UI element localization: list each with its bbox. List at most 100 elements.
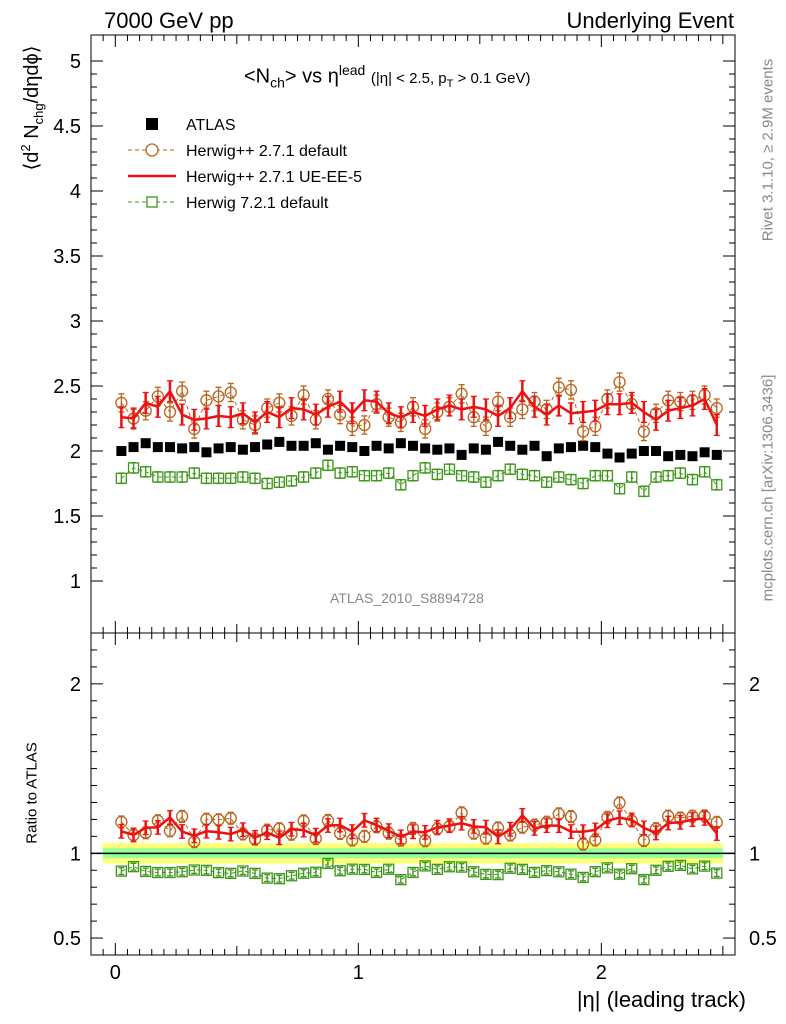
data-point xyxy=(613,375,626,389)
xtick-label: 2 xyxy=(596,962,607,984)
data-point xyxy=(395,438,406,449)
data-point xyxy=(528,470,541,482)
title-sup: lead xyxy=(338,62,366,78)
data-point xyxy=(237,865,249,877)
ratio-series-2 xyxy=(118,807,720,846)
data-point xyxy=(613,796,626,810)
ratio-frame xyxy=(90,632,736,956)
data-point xyxy=(273,873,285,885)
legend-marker xyxy=(146,118,158,130)
data-point xyxy=(358,418,371,432)
data-point xyxy=(651,446,662,456)
data-point xyxy=(686,473,699,486)
data-point xyxy=(213,443,224,454)
data-point xyxy=(455,470,468,482)
legend-label: Herwig++ 2.7.1 default xyxy=(186,143,348,160)
series-line xyxy=(121,388,718,426)
data-point xyxy=(479,420,493,433)
data-point xyxy=(346,863,358,875)
ratio-ytick-label-right: 1 xyxy=(749,843,760,865)
xlabel: |η| (leading track) xyxy=(576,987,746,1012)
data-point xyxy=(637,425,651,438)
legend-marker xyxy=(146,196,158,208)
ratio-ytick-label-right: 0.5 xyxy=(749,928,777,950)
data-point xyxy=(614,452,625,463)
data-point xyxy=(347,442,358,453)
data-point xyxy=(224,386,237,399)
data-point xyxy=(201,447,212,458)
data-point xyxy=(541,451,552,462)
data-point xyxy=(395,479,407,491)
data-point xyxy=(164,442,175,453)
main-ytick-label: 1.5 xyxy=(53,506,81,528)
xtick-label: 1 xyxy=(353,962,364,984)
data-point xyxy=(212,472,225,484)
data-point xyxy=(662,470,674,482)
data-point xyxy=(140,466,152,478)
data-point xyxy=(225,472,237,484)
data-point xyxy=(407,866,419,879)
data-point xyxy=(529,440,540,451)
axis-ticks: 1 1.5 2 2.5 3 3.5 4 4.5 5 0.5 0.5 1 1 2 2 0 1 2 xyxy=(53,35,777,984)
data-point xyxy=(541,476,553,488)
data-point xyxy=(212,866,225,879)
data-point xyxy=(552,381,565,394)
header-right: Underlying Event xyxy=(566,8,734,33)
data-point xyxy=(480,868,492,881)
data-point xyxy=(212,390,225,403)
data-point xyxy=(638,873,650,886)
data-point xyxy=(175,385,189,398)
data-point xyxy=(189,442,200,453)
data-point xyxy=(443,463,456,475)
data-point xyxy=(613,868,626,880)
data-point xyxy=(164,866,176,879)
main-ytick-label: 4.5 xyxy=(53,116,81,138)
data-point xyxy=(516,863,529,875)
data-point xyxy=(686,863,699,875)
data-point xyxy=(358,863,371,876)
data-point xyxy=(662,860,674,872)
data-point xyxy=(127,462,140,474)
data-point xyxy=(163,824,177,837)
ylabel-a: ⟨d xyxy=(20,151,43,171)
legend-label: ATLAS xyxy=(186,117,236,134)
data-point xyxy=(710,401,723,415)
analysis-id: ATLAS_2010_S8894728 xyxy=(330,590,484,606)
main-ytick-label: 3.5 xyxy=(53,246,81,268)
data-point xyxy=(528,866,541,879)
main-ytick-label: 3 xyxy=(70,311,81,333)
data-point xyxy=(152,471,164,483)
data-point xyxy=(273,476,285,488)
legend-entry-3: Herwig 7.2.1 default xyxy=(128,195,329,212)
legend-entry-1: Herwig++ 2.7.1 default xyxy=(128,143,348,160)
data-point xyxy=(675,449,686,460)
legend-entry-0: ATLAS xyxy=(146,117,236,134)
data-point xyxy=(576,425,590,438)
data-point xyxy=(225,442,236,453)
main-series-2 xyxy=(118,380,720,437)
data-point xyxy=(553,471,565,483)
data-point xyxy=(176,471,188,483)
data-point xyxy=(225,867,237,880)
data-point xyxy=(407,470,419,482)
data-point xyxy=(553,866,565,878)
main-ytick-label: 5 xyxy=(70,51,81,73)
data-point xyxy=(564,810,578,823)
data-point xyxy=(565,473,577,486)
data-point xyxy=(322,459,334,471)
data-point xyxy=(285,475,298,487)
data-point xyxy=(285,870,298,882)
data-point xyxy=(200,472,213,484)
xtick-label: 0 xyxy=(110,962,121,984)
data-point xyxy=(431,863,443,875)
data-point xyxy=(334,865,346,877)
ylabel-sub: chg xyxy=(30,103,46,125)
data-point xyxy=(663,451,674,462)
main-ylabel: ⟨d2 Nchg/dηdϕ⟩ xyxy=(18,45,46,170)
data-point xyxy=(419,860,431,872)
main-ytick-label: 4 xyxy=(70,181,81,203)
ylabel-sup: 2 xyxy=(18,144,34,152)
data-point xyxy=(115,865,128,877)
data-point xyxy=(419,462,431,474)
data-point xyxy=(127,861,140,873)
